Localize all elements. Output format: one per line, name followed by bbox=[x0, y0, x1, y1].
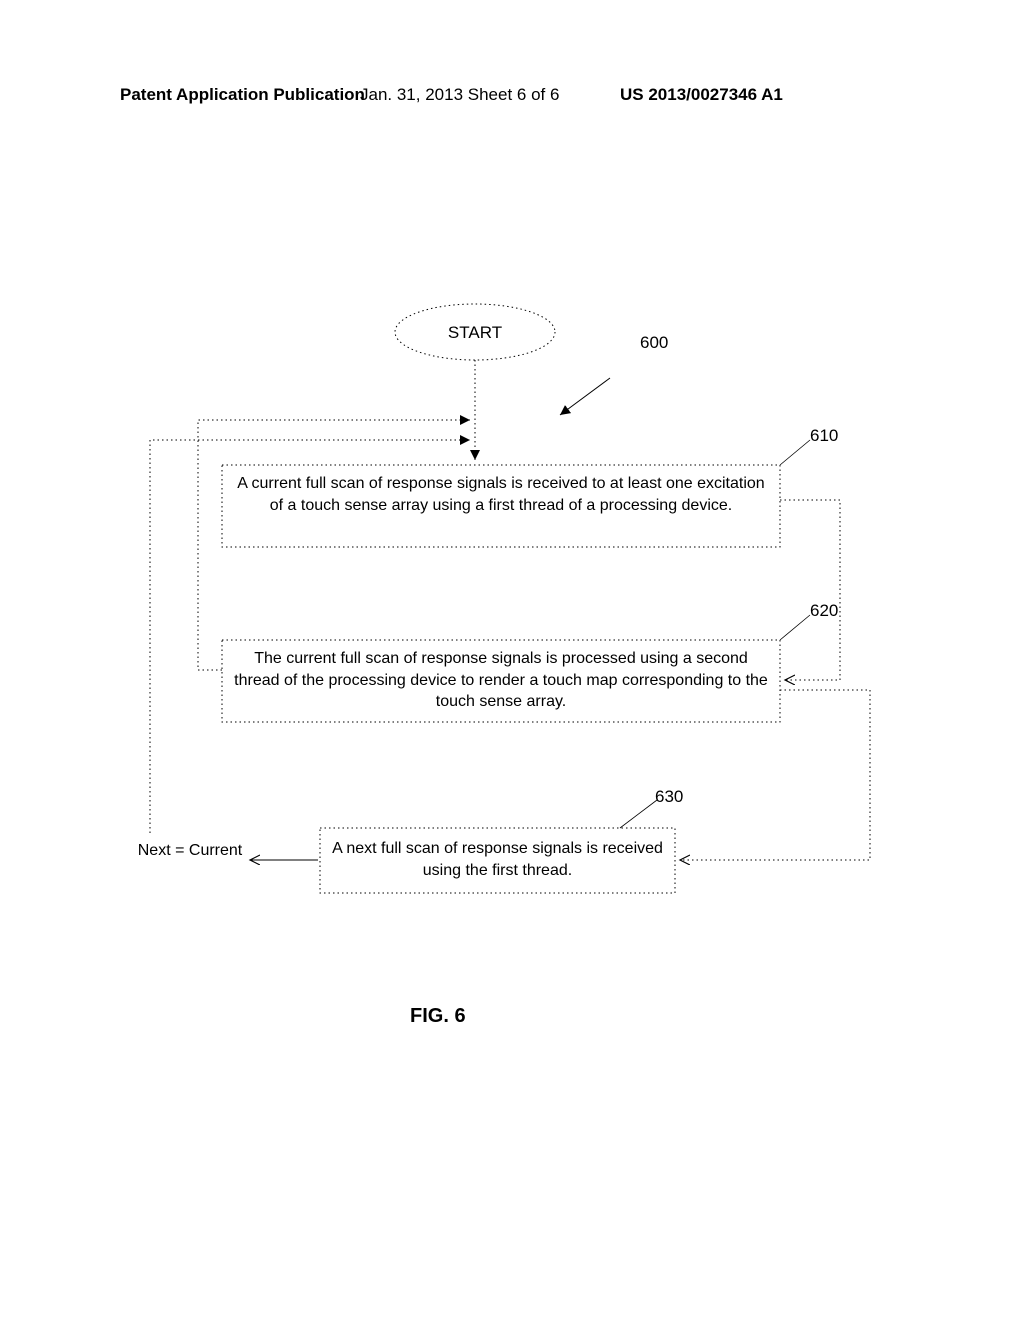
edge-620-to-610-left bbox=[198, 420, 470, 670]
leader-630 bbox=[620, 800, 657, 828]
leader-620 bbox=[780, 615, 810, 640]
next-current-text: Next = Current bbox=[136, 840, 244, 862]
page-container: Patent Application Publication Jan. 31, … bbox=[0, 0, 1024, 1320]
label-600: 600 bbox=[640, 332, 690, 355]
pointer-600 bbox=[560, 378, 610, 415]
label-630: 630 bbox=[655, 786, 705, 809]
edge-610-to-620-right bbox=[780, 500, 840, 680]
start-label: START bbox=[435, 322, 515, 345]
leader-610 bbox=[780, 440, 810, 465]
label-610: 610 bbox=[810, 425, 860, 448]
box-630-text: A next full scan of response signals is … bbox=[330, 838, 665, 881]
edge-620-to-630-right bbox=[680, 690, 870, 860]
box-610-text: A current full scan of response signals … bbox=[232, 473, 770, 516]
box-620-text: The current full scan of response signal… bbox=[232, 648, 770, 713]
figure-caption: FIG. 6 bbox=[410, 1005, 466, 1028]
label-620: 620 bbox=[810, 600, 860, 623]
